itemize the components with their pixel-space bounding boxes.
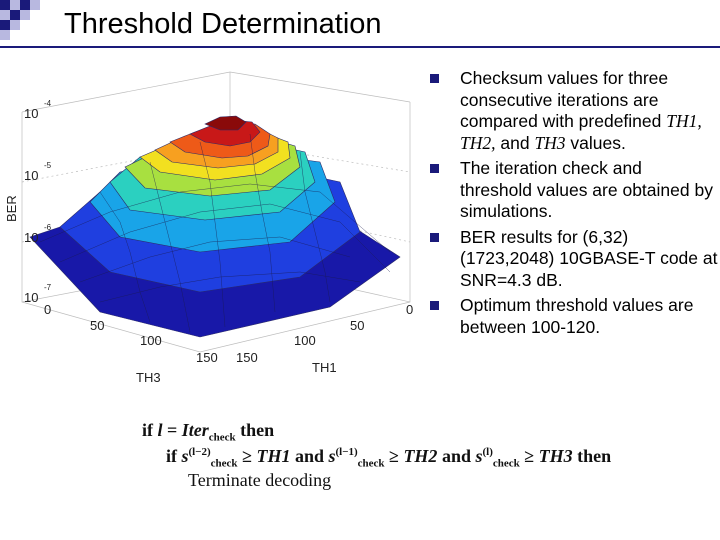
th3-tick-0: 0 [44,302,51,317]
z-tick-3: 10 [24,230,38,245]
square-bullet-icon [430,74,439,83]
slide-title: Threshold Determination [64,8,382,40]
bullet-item: The iteration check and threshold values… [418,158,718,223]
square-bullet-icon [430,164,439,173]
th1-tick-150: 150 [236,350,258,365]
th1-tick-50: 50 [350,318,364,333]
bullet-item: BER results for (6,32) (1723,2048) 10GBA… [418,227,718,292]
th3-tick-150: 150 [196,350,218,365]
th1-tick-0: 0 [406,302,413,317]
formula-line-1: if l = Itercheck then [142,420,275,444]
z-tick-1-exp: -4 [44,99,52,108]
z-tick-4: 10 [24,290,38,305]
z-tick-2-exp: -5 [44,161,52,170]
bullet-item: Checksum values for three consecutive it… [418,68,718,154]
surface [29,115,401,338]
z-tick-3-exp: -6 [44,223,52,232]
z-axis-label: BER [4,195,19,222]
square-bullet-icon [430,232,439,242]
th1-axis-label: TH1 [312,360,337,375]
termination-condition: if l = Itercheck then if s(l−2)check ≥ T… [140,418,620,496]
th3-tick-100: 100 [140,333,162,348]
z-tick-2: 10 [24,168,38,183]
formula-line-3: Terminate decoding [188,470,332,490]
th3-tick-50: 50 [90,318,104,333]
th1-tick-100: 100 [294,333,316,348]
corner-decoration [0,0,60,50]
z-tick-1: 10 [24,106,38,121]
bullet-item: Optimum threshold values are between 100… [418,295,718,338]
square-bullet-icon [430,301,439,310]
formula-line-2: if s(l−2)check ≥ TH1 and s(l−1)check ≥ T… [166,446,612,470]
bullet-list: Checksum values for three consecutive it… [418,68,718,342]
ber-surface-plot: 10 -4 10 -5 10 -6 10 -7 BER 0 50 100 150… [0,62,430,392]
th3-axis-label: TH3 [136,370,161,385]
title-underline [0,46,720,48]
z-tick-4-exp: -7 [44,283,52,292]
